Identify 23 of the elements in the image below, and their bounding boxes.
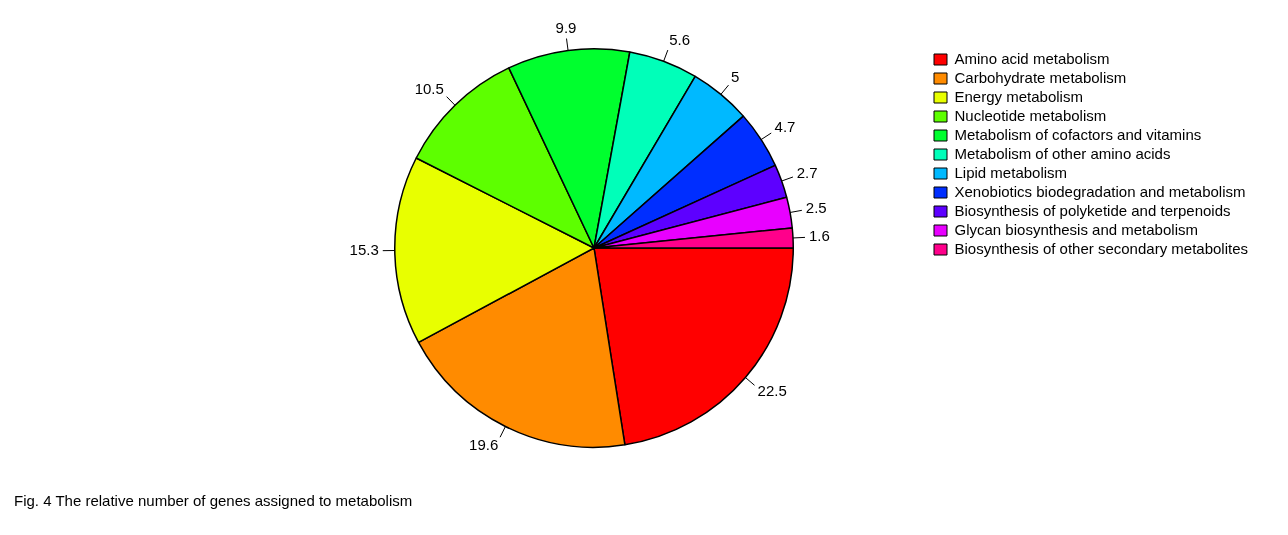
caption: Fig. 4 The relative number of genes assigned to metabolism bbox=[13, 491, 414, 511]
legend-label: Lipid metabolism bbox=[954, 163, 1068, 181]
data-label: 15.3 bbox=[349, 240, 379, 258]
legend-label: Energy metabolism bbox=[954, 87, 1083, 105]
legend-label: Nucleotide metabolism bbox=[954, 106, 1107, 124]
legend-label: Biosynthesis of other secondary metabolites bbox=[954, 239, 1249, 257]
data-label: 2.7 bbox=[796, 163, 818, 181]
data-label: 4.7 bbox=[774, 117, 796, 135]
legend-label: Metabolism of cofactors and vitamins bbox=[954, 125, 1202, 143]
legend-label: Carbohydrate metabolism bbox=[954, 68, 1127, 86]
data-label: 22.5 bbox=[757, 381, 787, 399]
data-label: 5 bbox=[731, 67, 740, 85]
data-label: 19.6 bbox=[469, 436, 499, 454]
data-label: 9.9 bbox=[555, 18, 577, 36]
data-label: 2.5 bbox=[805, 198, 827, 216]
legend-label: Biosynthesis of polyketide and terpenoids bbox=[954, 201, 1231, 219]
legend-label: Amino acid metabolism bbox=[954, 49, 1110, 67]
data-label: 5.6 bbox=[669, 30, 691, 48]
legend-label: Metabolism of other amino acids bbox=[954, 144, 1171, 162]
legend-label: Glycan biosynthesis and metabolism bbox=[954, 220, 1198, 238]
legend-label: Xenobiotics biodegradation and metabolism bbox=[954, 182, 1246, 200]
data-label: 10.5 bbox=[414, 79, 444, 97]
data-label: 1.6 bbox=[808, 227, 830, 245]
